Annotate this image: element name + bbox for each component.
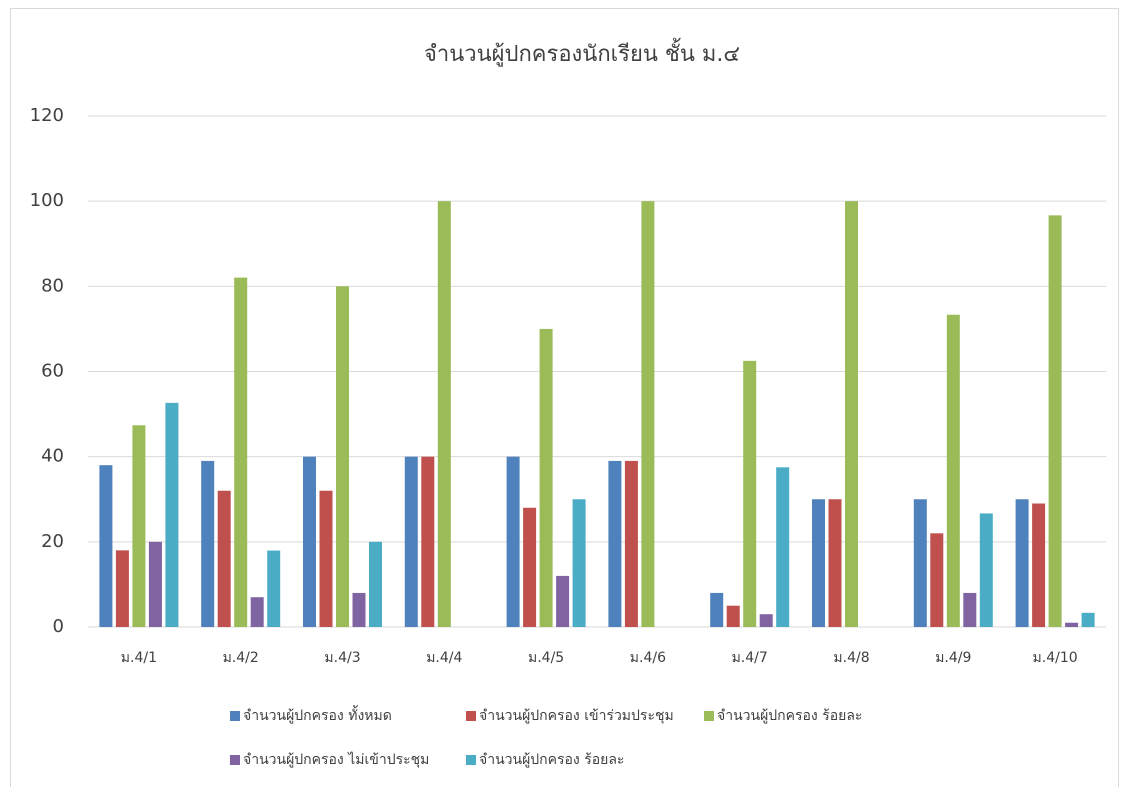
legend-swatch (466, 711, 476, 721)
legend-label: จำนวนผู้ปกครอง ร้อยละ (479, 752, 624, 768)
legend-label: จำนวนผู้ปกครอง ไม่เข้าประชุม (243, 751, 429, 768)
x-tick-label: ม.4/3 (324, 650, 360, 666)
bar (776, 467, 790, 627)
bar (404, 456, 418, 627)
x-tick-label: ม.4/5 (528, 650, 564, 666)
legend-swatch (230, 755, 240, 765)
chart-frame (10, 8, 1119, 787)
bar (930, 533, 944, 627)
chart-title: จำนวนผู้ปกครองนักเรียน ชั้น ม.๔ (424, 38, 740, 67)
bar (812, 499, 825, 627)
bar (845, 201, 858, 627)
legend-swatch (466, 755, 476, 765)
y-tick-label: 100 (30, 190, 64, 211)
bar (539, 328, 553, 627)
bar (1065, 622, 1079, 627)
y-tick-label: 0 (53, 616, 64, 637)
y-tick-label: 120 (30, 105, 64, 126)
x-tick-label: ม.4/1 (121, 650, 157, 666)
x-tick-label: ม.4/9 (935, 650, 971, 666)
bar (1032, 503, 1046, 627)
bar (1081, 612, 1095, 627)
x-tick-label: ม.4/4 (426, 650, 462, 666)
bar (641, 201, 655, 627)
bar (624, 460, 638, 627)
bar (352, 592, 366, 627)
bar (979, 513, 993, 627)
bar (165, 402, 179, 627)
bar (99, 465, 113, 627)
bar (506, 456, 520, 627)
legend-swatch (230, 711, 240, 721)
x-tick-label: ม.4/7 (732, 650, 768, 666)
bar (319, 490, 333, 627)
y-tick-label: 20 (41, 531, 64, 552)
bar (828, 499, 842, 627)
bar (250, 597, 264, 627)
bar (234, 277, 248, 627)
bar (759, 614, 773, 627)
bar (743, 360, 757, 627)
bar (608, 460, 622, 627)
bar (437, 201, 451, 627)
bar (303, 456, 316, 627)
bar (572, 499, 586, 627)
x-tick-label: ม.4/10 (1033, 650, 1078, 666)
x-tick-label: ม.4/8 (833, 650, 869, 666)
bar (369, 541, 382, 627)
bar (217, 490, 231, 627)
x-tick-label: ม.4/2 (223, 650, 259, 666)
legend-label: จำนวนผู้ปกครอง เข้าร่วมประชุม (479, 708, 674, 724)
bar (1048, 215, 1062, 627)
legend-label: จำนวนผู้ปกครอง ร้อยละ (717, 708, 862, 724)
legend-label: จำนวนผู้ปกครอง ทั้งหมด (243, 705, 392, 724)
legend-swatch (704, 711, 714, 721)
bar (710, 592, 724, 627)
bar (946, 314, 960, 627)
bar (336, 286, 349, 627)
bar (1015, 499, 1029, 627)
y-tick-label: 80 (41, 275, 64, 296)
x-tick-label: ม.4/6 (630, 650, 666, 666)
bar (556, 575, 570, 627)
y-tick-label: 40 (41, 446, 64, 467)
bar (523, 507, 537, 627)
bar (963, 592, 977, 627)
bar (421, 456, 435, 627)
bar (726, 605, 740, 627)
bar (132, 425, 146, 627)
bar (148, 541, 162, 627)
bar (115, 550, 129, 627)
bar (201, 460, 215, 627)
bar (913, 499, 927, 627)
bar (267, 550, 281, 627)
y-tick-label: 60 (41, 361, 64, 382)
